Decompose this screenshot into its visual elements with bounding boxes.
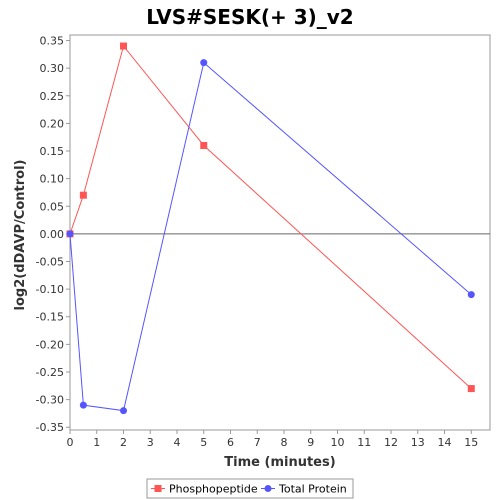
x-tick-label: 4 xyxy=(174,436,181,449)
y-tick-label: -0.30 xyxy=(36,394,64,407)
legend-box xyxy=(146,478,354,499)
x-tick-label: 7 xyxy=(254,436,261,449)
axis-ticks: 0.35 0.30 0.25 0.20 0.15 0.10 0.05 0.00 -0.05 -0.… xyxy=(36,35,479,449)
y-tick-label: -0.20 xyxy=(36,338,64,351)
x-tick-label: 6 xyxy=(227,436,234,449)
data-point-phosphopeptide xyxy=(467,385,475,393)
x-axis-label: Time (minutes) xyxy=(224,455,335,470)
y-tick-label: -0.25 xyxy=(36,366,64,379)
y-tick-label: 0.05 xyxy=(40,200,65,213)
y-tick-label: 0.30 xyxy=(40,62,65,75)
y-tick-label: 0.20 xyxy=(40,117,65,130)
y-tick-label: -0.15 xyxy=(36,311,64,324)
y-tick-label: 0.35 xyxy=(40,35,65,48)
data-point-total-protein xyxy=(467,291,475,299)
x-tick-label: 3 xyxy=(147,436,154,449)
x-tick-label: 12 xyxy=(384,436,398,449)
y-axis-label: log2(dDAVP/Control) xyxy=(13,160,28,311)
x-tick-label: 5 xyxy=(200,436,207,449)
x-tick-label: 15 xyxy=(464,436,478,449)
data-point-phosphopeptide xyxy=(120,42,128,50)
y-tick-label: 0.00 xyxy=(40,228,65,241)
x-tick-label: 8 xyxy=(281,436,288,449)
x-tick-label: 1 xyxy=(93,436,100,449)
y-tick-label: -0.10 xyxy=(36,283,64,296)
legend-label-total-protein: Total Protein xyxy=(278,483,347,496)
y-tick-label: -0.35 xyxy=(36,421,64,434)
data-point-phosphopeptide xyxy=(79,191,87,199)
x-tick-label: 13 xyxy=(411,436,425,449)
data-point-total-protein xyxy=(200,59,208,67)
data-point-total-protein xyxy=(120,407,128,415)
y-tick-label: 0.25 xyxy=(40,90,65,103)
data-point-total-protein xyxy=(79,401,87,409)
x-tick-label: 11 xyxy=(357,436,371,449)
legend-marker-phosphopeptide xyxy=(154,485,162,492)
x-tick-label: 0 xyxy=(67,436,74,449)
legend-label-phosphopeptide: Phosphopeptide xyxy=(169,483,258,496)
y-tick-label: -0.05 xyxy=(36,256,64,269)
data-point-total-protein xyxy=(66,230,74,238)
chart-title: LVS#SESK(+ 3)_v2 xyxy=(146,5,353,29)
x-tick-label: 9 xyxy=(307,436,314,449)
x-tick-label: 14 xyxy=(438,436,452,449)
legend-marker-total-protein xyxy=(264,485,272,492)
data-point-phosphopeptide xyxy=(200,141,208,149)
x-tick-label: 2 xyxy=(120,436,127,449)
y-tick-label: 0.10 xyxy=(40,173,65,186)
series-layer xyxy=(66,42,475,415)
plot-area xyxy=(69,34,491,431)
legend: Phosphopeptide Total Protein xyxy=(146,478,354,499)
x-tick-label: 10 xyxy=(331,436,345,449)
y-tick-label: 0.15 xyxy=(40,145,65,158)
